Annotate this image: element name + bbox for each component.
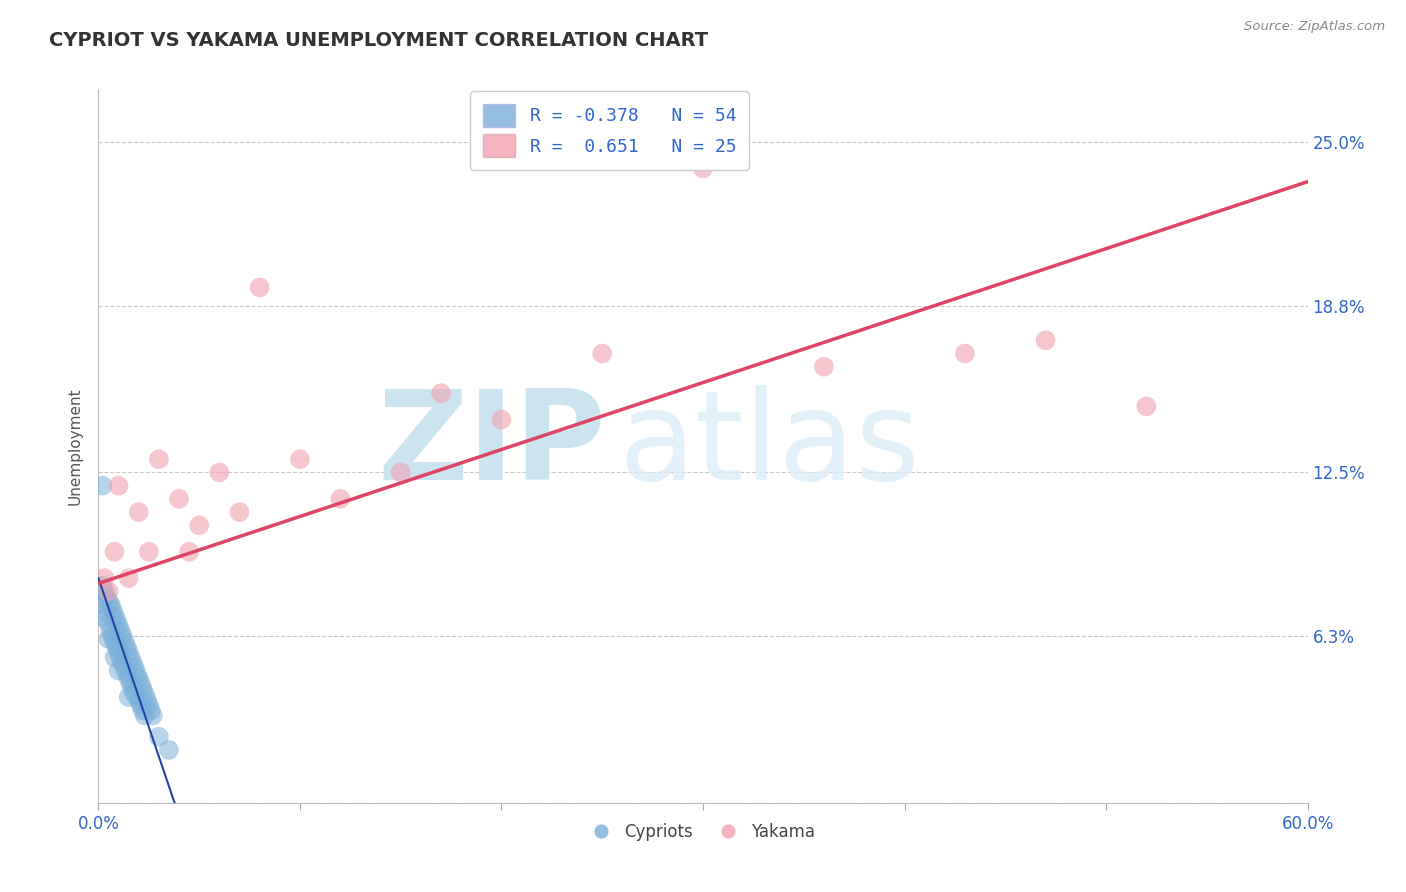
Point [107,478,129,492]
Point [91,478,114,492]
Point [93,571,115,585]
Point [91,598,114,612]
Point [93,611,115,625]
Point [118,571,141,585]
Point [129,698,152,712]
Point [107,618,129,632]
Point [129,677,152,691]
Point [93,584,115,599]
Point [1135,400,1157,414]
Point [110,624,132,638]
Text: Source: ZipAtlas.com: Source: ZipAtlas.com [1244,20,1385,33]
Point [121,682,143,697]
Point [97,616,120,631]
Point [389,466,412,480]
Point [329,491,352,506]
Text: CYPRIOT VS YAKAMA UNEMPLOYMENT CORRELATION CHART: CYPRIOT VS YAKAMA UNEMPLOYMENT CORRELATI… [49,31,709,50]
Point [188,518,211,533]
Y-axis label: Unemployment: Unemployment [67,387,83,505]
Point [124,661,146,675]
Point [115,666,138,681]
Point [101,603,124,617]
Point [132,703,155,717]
Point [179,545,201,559]
Point [96,590,118,604]
Point [103,545,125,559]
Point [111,629,134,643]
Point [114,661,136,675]
Point [138,545,160,559]
Point [813,359,835,374]
Point [134,708,156,723]
Point [142,708,165,723]
Point [125,666,148,681]
Point [97,595,120,609]
Legend: Cypriots, Yakama: Cypriots, Yakama [583,817,823,848]
Point [491,412,513,426]
Text: atlas: atlas [619,385,921,507]
Point [120,650,142,665]
Point [692,161,714,176]
Point [134,688,156,702]
Point [228,505,250,519]
Point [135,692,157,706]
Point [591,346,613,360]
Point [118,690,141,704]
Point [120,677,142,691]
Point [430,386,453,401]
Point [138,698,160,712]
Point [288,452,311,467]
Point [121,656,143,670]
Point [105,640,128,654]
Point [110,650,132,665]
Point [103,650,125,665]
Text: ZIP: ZIP [378,385,606,507]
Point [103,608,125,623]
Point [105,614,128,628]
Point [157,743,180,757]
Point [107,664,129,678]
Point [132,682,155,697]
Point [118,645,141,659]
Point [1035,333,1057,347]
Point [128,692,150,706]
Point [91,579,114,593]
Point [124,688,146,702]
Point [953,346,976,360]
Point [128,672,150,686]
Point [97,584,120,599]
Point [114,634,136,648]
Point [111,656,134,670]
Point [107,645,129,659]
Point [118,672,141,686]
Point [148,730,170,744]
Point [96,606,118,620]
Point [115,640,138,654]
Point [101,629,124,643]
Point [139,703,162,717]
Point [128,505,150,519]
Point [100,598,122,612]
Point [249,280,271,294]
Point [103,634,125,648]
Point [208,466,231,480]
Point [100,624,122,638]
Point [167,491,190,506]
Point [97,632,120,646]
Point [148,452,170,467]
